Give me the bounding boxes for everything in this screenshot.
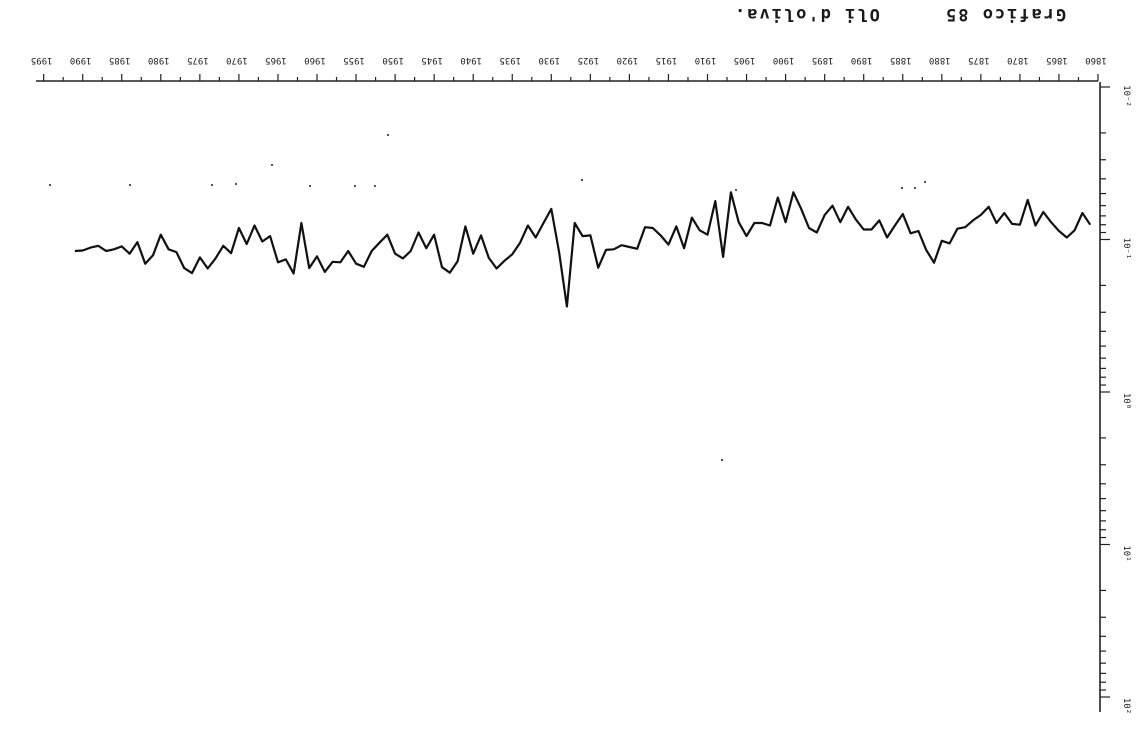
- x-tick-label: 1910: [695, 55, 717, 65]
- y-axis: 10⁻² 10⁻¹ 10⁰ 10¹ 10²: [1099, 82, 1131, 714]
- x-tick-label: 1865: [1046, 55, 1068, 65]
- x-tick-label: 1940: [460, 55, 482, 65]
- y-tick-label: 10²: [1121, 698, 1131, 714]
- y-tick-label: 10⁻¹: [1121, 238, 1131, 260]
- series-line: [74, 191, 1092, 308]
- x-axis: 1860 1865 1870 1875 1880 1885 1890 1895 1900 1905…: [31, 55, 1107, 82]
- scan-speck: [734, 188, 738, 192]
- scan-speck: [386, 133, 390, 137]
- x-tick-label: 1965: [265, 55, 287, 65]
- scan-speck: [270, 163, 274, 167]
- scan-speck: [353, 184, 357, 188]
- scan-speck: [48, 183, 52, 187]
- x-tick-label: 1930: [538, 55, 560, 65]
- x-tick-label: 1870: [1007, 55, 1029, 65]
- scan-speck: [308, 184, 312, 188]
- x-tick-label: 1880: [929, 55, 951, 65]
- x-tick-label: 1890: [851, 55, 873, 65]
- y-tick-label: 10⁰: [1121, 393, 1131, 409]
- x-tick-label: 1905: [734, 55, 756, 65]
- scan-speck: [128, 183, 132, 187]
- x-tick-label: 1875: [968, 55, 990, 65]
- y-tick-label: 10⁻²: [1121, 85, 1131, 107]
- x-tick-label: 1935: [499, 55, 521, 65]
- x-tick-label: 1975: [187, 55, 209, 65]
- x-tick-label: 1925: [578, 55, 600, 65]
- x-tick-label: 1945: [421, 55, 443, 65]
- x-tick-label: 1950: [382, 55, 404, 65]
- x-tick-label: 1980: [148, 55, 170, 65]
- scan-speck: [210, 183, 214, 187]
- x-tick-label: 1885: [890, 55, 912, 65]
- x-tick-label: 1985: [109, 55, 131, 65]
- scan-specks: [48, 133, 927, 462]
- y-tick-label: 10¹: [1121, 545, 1131, 561]
- plot-area: [74, 191, 1092, 308]
- x-tick-label: 1915: [656, 55, 678, 65]
- x-tick-label: 1990: [70, 55, 92, 65]
- x-tick-label: 1860: [1085, 55, 1107, 65]
- scan-speck: [234, 182, 238, 186]
- scan-speck: [720, 458, 724, 462]
- x-tick-label: 1960: [304, 55, 326, 65]
- scan-speck: [913, 186, 917, 190]
- scan-speck: [580, 178, 584, 182]
- scan-speck: [923, 180, 927, 184]
- x-tick-label: 1920: [617, 55, 639, 65]
- x-tick-label: 1900: [773, 55, 795, 65]
- x-tick-label: 1955: [343, 55, 365, 65]
- x-tick-label: 1995: [31, 55, 53, 65]
- x-tick-label: 1895: [812, 55, 834, 65]
- x-tick-label: 1970: [226, 55, 248, 65]
- scan-speck: [900, 186, 904, 190]
- scan-speck: [373, 184, 377, 188]
